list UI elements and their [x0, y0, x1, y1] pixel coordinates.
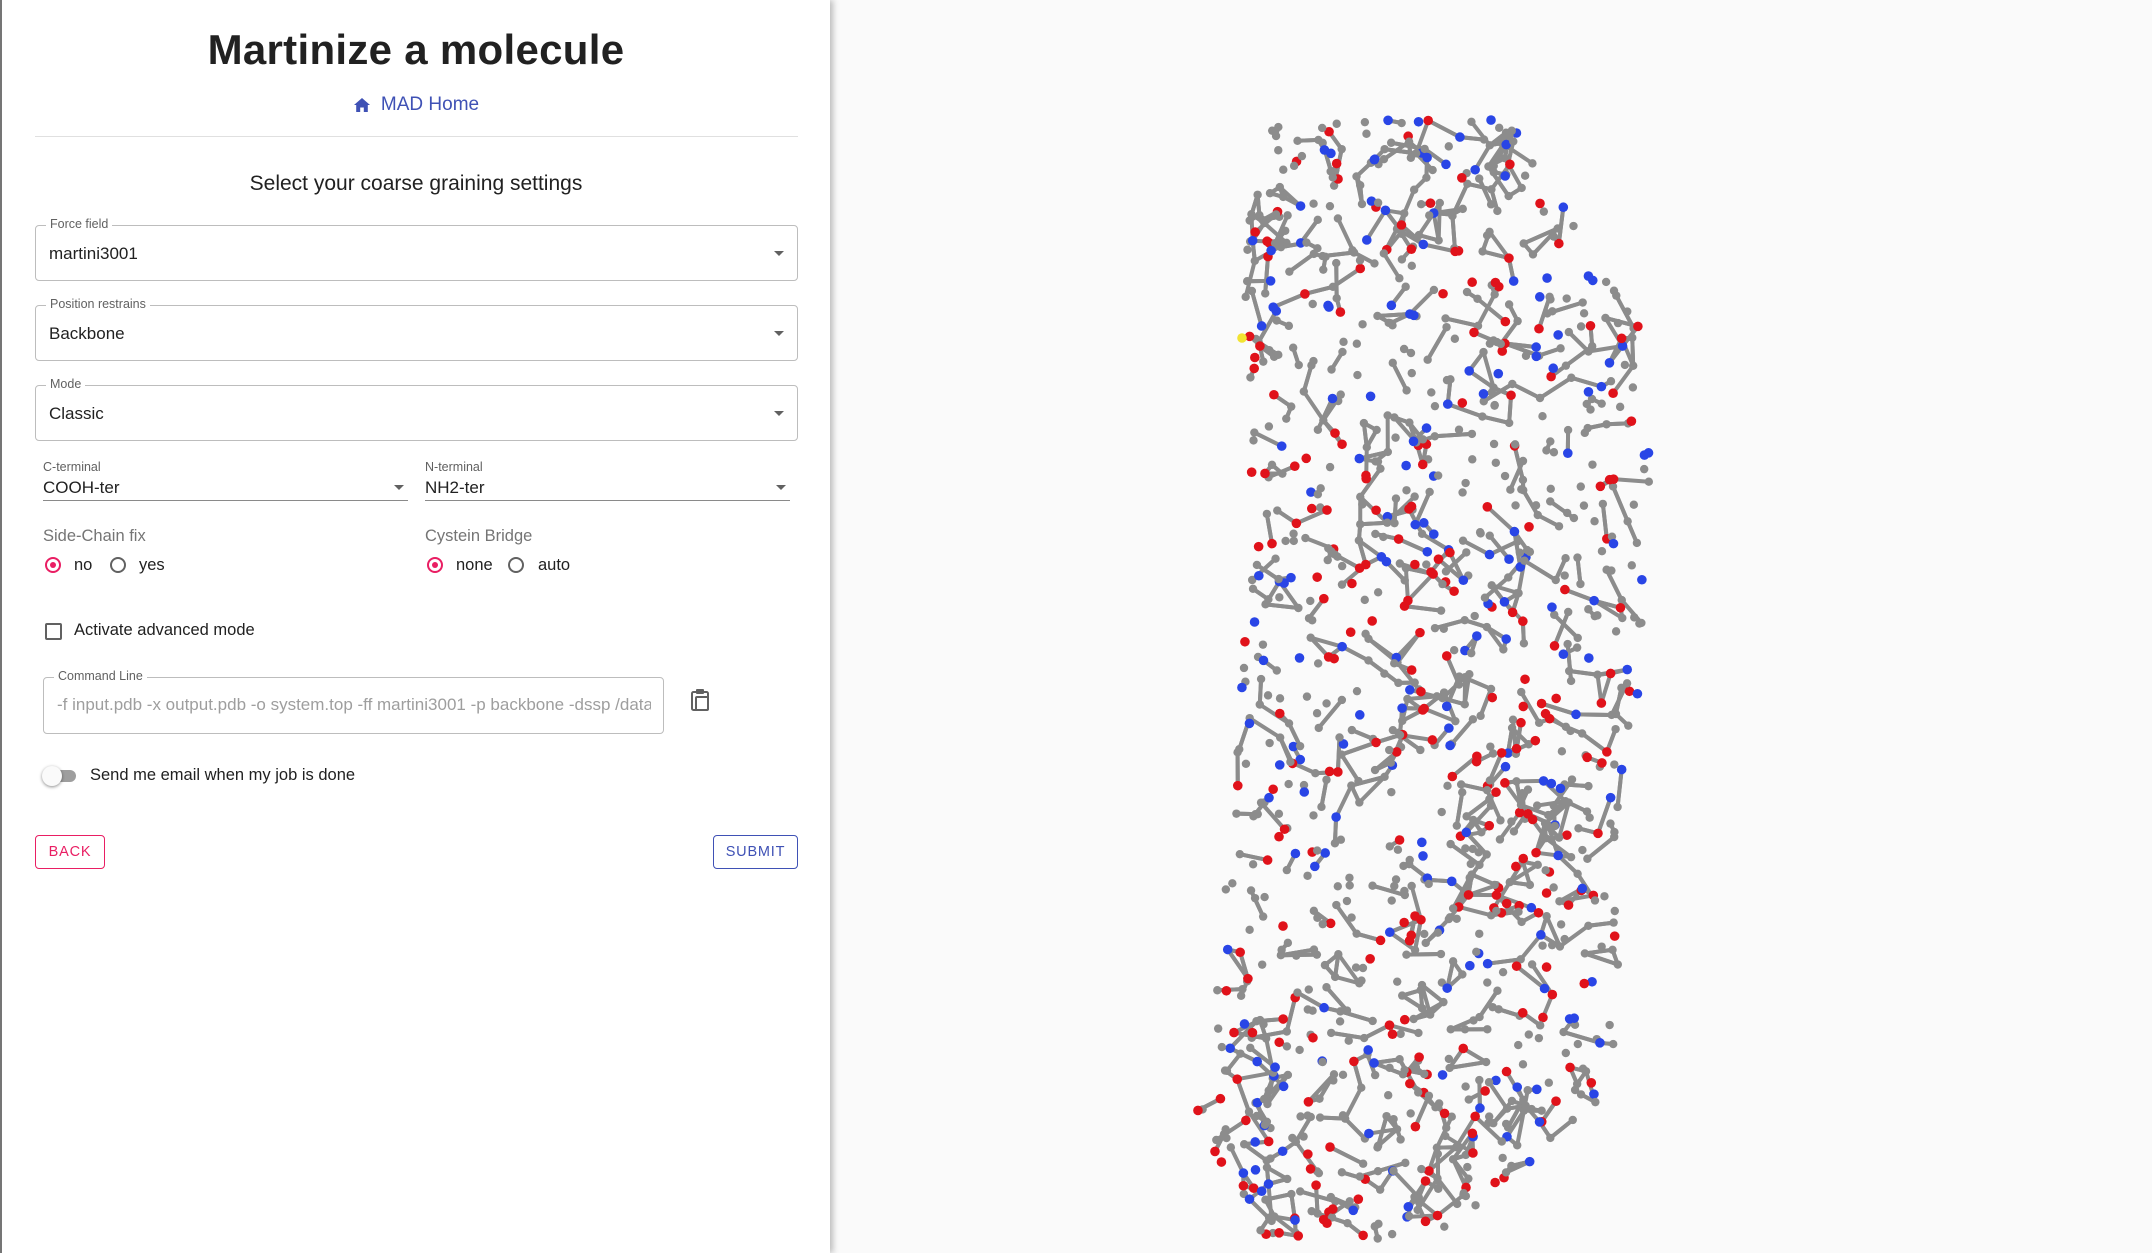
advanced-mode-label: Activate advanced mode: [74, 621, 255, 639]
email-toggle-label: Send me email when my job is done: [90, 766, 356, 784]
force-field-label: Force field: [46, 217, 113, 231]
mode-value: Classic: [49, 404, 104, 423]
position-restrains-select[interactable]: Position restrains Backbone: [35, 297, 798, 361]
home-icon: [353, 98, 370, 112]
position-restrains-value: Backbone: [49, 324, 125, 343]
cysteine-bridge-none-radio[interactable]: [427, 557, 443, 573]
cysteine-bridge-label: Cystein Bridge: [425, 527, 533, 545]
mode-label: Mode: [46, 377, 86, 391]
home-link-label: MAD Home: [380, 94, 480, 115]
c-terminal-value: COOH-ter: [43, 478, 120, 497]
side-chain-fix-yes-label: yes: [139, 556, 165, 574]
molecule-structure: [1193, 115, 1654, 1243]
header-divider: [35, 136, 798, 137]
molecule-atoms: [1193, 115, 1654, 1243]
side-chain-fix-no-label: no: [74, 556, 93, 574]
cysteine-bridge-none-label: none: [456, 556, 493, 574]
side-chain-fix-no-radio[interactable]: [45, 557, 61, 573]
mode-select[interactable]: Mode Classic: [35, 377, 798, 441]
side-chain-fix-label: Side-Chain fix: [43, 527, 146, 545]
cysteine-bridge-auto-label: auto: [538, 556, 571, 574]
n-terminal-label: N-terminal: [425, 460, 483, 474]
c-terminal-select[interactable]: C-terminal COOH-ter: [43, 460, 408, 501]
cysteine-bridge-auto-radio[interactable]: [508, 557, 524, 573]
command-line-label: Command Line: [54, 669, 147, 683]
section-title: Select your coarse graining settings: [249, 172, 583, 195]
page-title: Martinize a molecule: [207, 26, 625, 73]
molecule-viewer[interactable]: [830, 0, 2152, 1253]
email-toggle[interactable]: [42, 765, 78, 787]
force-field-select[interactable]: Force field martini3001: [35, 217, 798, 281]
advanced-mode-checkbox[interactable]: [45, 623, 62, 640]
command-line-input[interactable]: [57, 692, 651, 718]
chevron-down-icon: [774, 411, 784, 416]
submit-button[interactable]: Submit: [713, 835, 798, 869]
side-chain-fix-yes-radio[interactable]: [110, 557, 126, 573]
chevron-down-icon: [774, 331, 784, 336]
settings-panel: Martinize a molecule MAD Home Select you…: [0, 0, 830, 1253]
chevron-down-icon: [776, 485, 786, 490]
position-restrains-label: Position restrains: [46, 297, 150, 311]
force-field-value: martini3001: [49, 244, 138, 263]
n-terminal-select[interactable]: N-terminal NH2-ter: [425, 460, 790, 501]
n-terminal-value: NH2-ter: [425, 478, 485, 497]
chevron-down-icon: [394, 485, 404, 490]
command-line-field: Command Line: [43, 669, 664, 734]
c-terminal-label: C-terminal: [43, 460, 101, 474]
chevron-down-icon: [774, 251, 784, 256]
clipboard-icon[interactable]: [690, 688, 712, 712]
email-toggle-thumb: [42, 766, 62, 786]
home-link[interactable]: MAD Home: [2, 94, 830, 116]
back-button[interactable]: Back: [35, 835, 105, 869]
